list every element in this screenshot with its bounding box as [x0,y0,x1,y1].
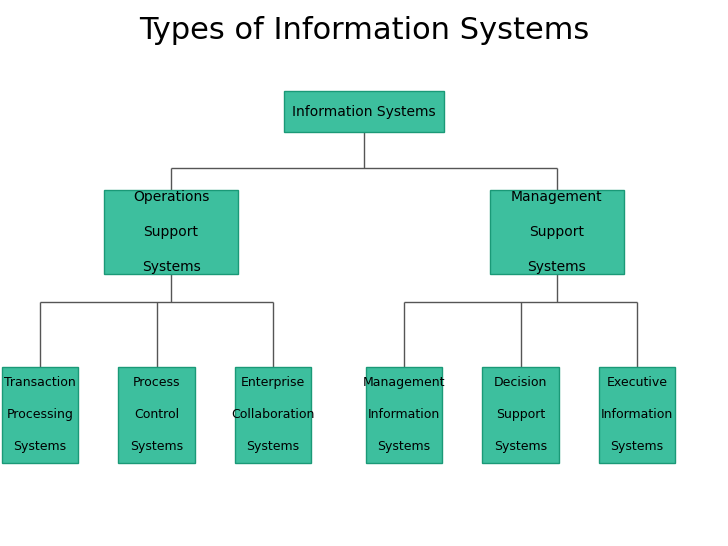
Text: Information Systems: Information Systems [292,105,436,119]
Text: Executive

Information

Systems: Executive Information Systems [601,376,673,454]
Text: Process

Control

Systems: Process Control Systems [130,376,183,454]
FancyBboxPatch shape [2,367,79,463]
Text: Transaction

Processing

Systems: Transaction Processing Systems [4,376,76,454]
FancyBboxPatch shape [104,190,239,274]
FancyBboxPatch shape [234,367,312,463]
Text: Management

Support

Systems: Management Support Systems [511,191,603,274]
FancyBboxPatch shape [118,367,195,463]
Text: Types of Information Systems: Types of Information Systems [139,16,589,45]
FancyBboxPatch shape [489,190,625,274]
FancyBboxPatch shape [284,91,444,132]
Text: Decision

Support

Systems: Decision Support Systems [494,376,547,454]
Text: Enterprise

Collaboration

Systems: Enterprise Collaboration Systems [232,376,314,454]
FancyBboxPatch shape [598,367,676,463]
FancyBboxPatch shape [366,367,443,463]
Text: Management

Information

Systems: Management Information Systems [363,376,446,454]
FancyBboxPatch shape [483,367,559,463]
Text: Operations

Support

Systems: Operations Support Systems [133,191,209,274]
